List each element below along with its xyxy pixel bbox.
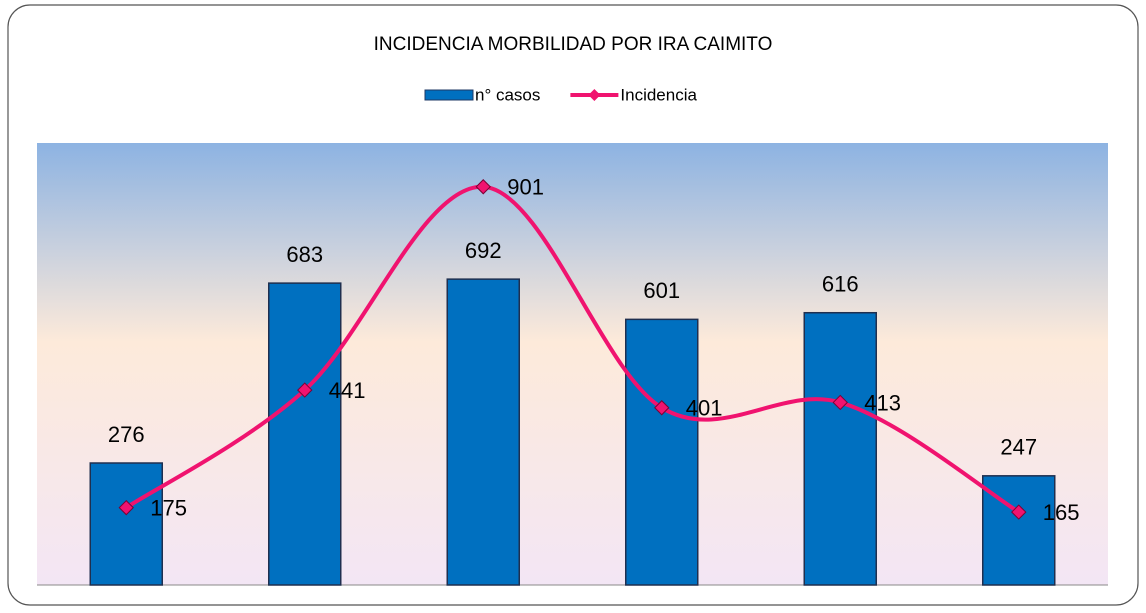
bar-value-label: 276 (108, 422, 145, 447)
line-marker (832, 394, 848, 411)
line-value-label: 175 (150, 495, 187, 520)
line-marker (118, 499, 134, 516)
line-marker (654, 400, 670, 416)
line-value-label: 165 (1043, 500, 1080, 525)
legend-label: n° casos (475, 85, 540, 104)
bar-value-label: 692 (465, 238, 502, 263)
legend-swatch (424, 89, 474, 101)
line (125, 184, 1020, 514)
bar-value-label: 616 (822, 272, 859, 297)
line-marker (297, 382, 313, 398)
line-marker (475, 179, 491, 195)
bar (803, 311, 877, 586)
line-marker (1011, 504, 1027, 520)
bar (89, 462, 163, 586)
line-value-label: 401 (686, 396, 723, 421)
line-value-label: 413 (864, 390, 901, 415)
bar (268, 282, 342, 586)
line-value-label: 441 (329, 378, 366, 403)
line-value-label: 901 (507, 175, 544, 200)
legend-label: Incidencia (620, 85, 697, 104)
legend-marker (588, 89, 601, 101)
bar-value-label: 247 (1000, 435, 1037, 460)
bar-value-label: 683 (286, 242, 323, 267)
bar (446, 278, 520, 586)
chart-title: INCIDENCIA MORBILIDAD POR IRA CAIMITO (374, 34, 773, 55)
bar-value-label: 601 (643, 278, 680, 303)
plot-area (37, 143, 1108, 585)
bar (625, 318, 699, 586)
